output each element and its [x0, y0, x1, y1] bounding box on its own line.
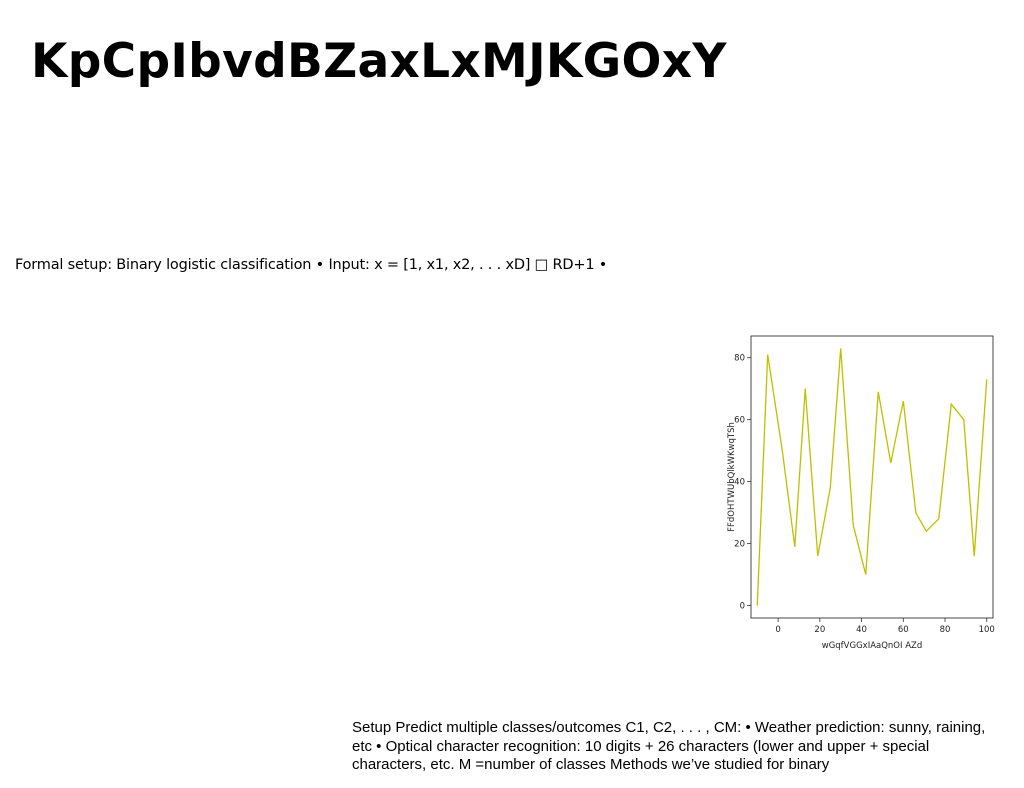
x-tick-label: 20 [814, 625, 825, 635]
y-tick-label: 0 [740, 602, 745, 612]
x-axis-label: wGqfVGGxIAaQnOI AZd [822, 641, 923, 651]
slide-title: KpCpIbvdBZaxLxMJKGOxY [31, 34, 727, 89]
x-tick-label: 100 [979, 625, 995, 635]
x-tick-label: 60 [898, 625, 909, 635]
y-tick-label: 20 [734, 540, 745, 550]
y-tick-label: 60 [734, 416, 745, 426]
y-tick-label: 80 [734, 354, 745, 364]
series-line [756, 348, 988, 606]
x-tick-label: 0 [775, 625, 780, 635]
y-axis-label: FFdOHTWUbQlkWKwqTSh [727, 422, 737, 532]
chart-svg: 0 20 40 60 80 100 0 20 40 60 80 wGqfVGGxIAaQnOI AZ… [727, 335, 995, 651]
line-chart: 0 20 40 60 80 100 0 20 40 60 80 wGqfVGGxIAaQnOI AZ… [722, 328, 1012, 658]
plot-frame [750, 335, 994, 619]
x-tick-label: 40 [856, 625, 867, 635]
x-tick-label: 80 [940, 625, 951, 635]
setup-text: Setup Predict multiple classes/outcomes … [352, 719, 986, 773]
y-tick-label: 40 [734, 478, 745, 488]
chart-ticks: 0 20 40 60 80 100 0 20 40 60 80 [734, 354, 995, 635]
formal-setup-text: Formal setup: Binary logistic classifica… [15, 257, 608, 273]
